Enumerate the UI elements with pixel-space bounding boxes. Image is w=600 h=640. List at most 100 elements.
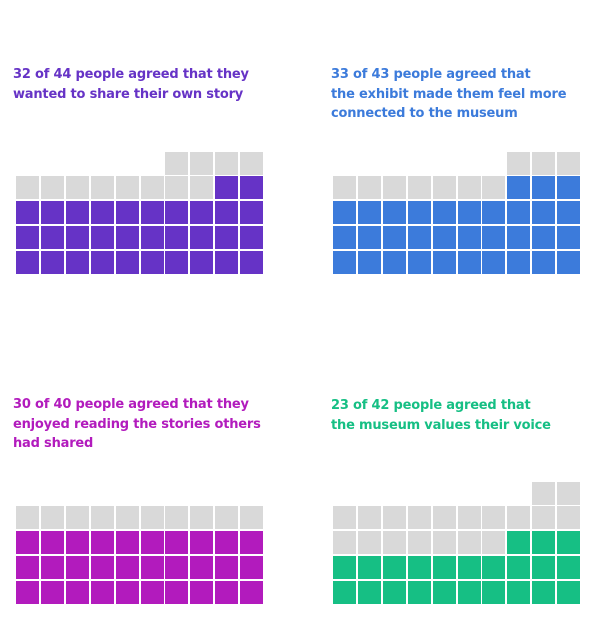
waffle-cell-agreed — [65, 531, 89, 555]
waffle-cell-agreed — [407, 226, 431, 250]
waffle-cell-agreed — [40, 226, 64, 250]
waffle-cell-agreed — [90, 251, 114, 275]
waffle-cell-agreed — [457, 201, 481, 225]
waffle-cell-other — [457, 531, 481, 555]
waffle-cell-other — [532, 481, 556, 505]
waffle-cell-agreed — [532, 176, 556, 200]
waffle-cell-other — [215, 151, 239, 175]
waffle-cell-agreed — [333, 201, 356, 225]
waffle-cell-agreed — [432, 251, 456, 275]
waffle-cell-agreed — [40, 581, 64, 605]
waffle-cell-agreed — [40, 556, 64, 580]
waffle-cell-agreed — [190, 201, 214, 225]
waffle-cell-other — [407, 531, 431, 555]
waffle-cell-agreed — [16, 531, 39, 555]
waffle-cell-agreed — [240, 201, 264, 225]
waffle-cell-agreed — [140, 226, 164, 250]
waffle-cell-agreed — [40, 531, 64, 555]
waffle-cell-other — [40, 176, 64, 200]
waffle-cell-agreed — [215, 251, 239, 275]
waffle-cell-agreed — [190, 251, 214, 275]
waffle-cell-agreed — [16, 556, 39, 580]
waffle-cell-agreed — [115, 581, 139, 605]
waffle-cell-agreed — [16, 201, 39, 225]
waffle-cell-agreed — [215, 531, 239, 555]
waffle-cell-agreed — [382, 251, 406, 275]
waffle-cell-agreed — [240, 531, 264, 555]
waffle-cell-agreed — [165, 226, 189, 250]
waffle-cell-agreed — [240, 226, 264, 250]
waffle-cell-agreed — [532, 226, 556, 250]
waffle-cell-other — [190, 506, 214, 530]
waffle-cell-other — [382, 506, 406, 530]
waffle-cell-agreed — [165, 556, 189, 580]
waffle-cell-other — [90, 176, 114, 200]
waffle-cell-other — [65, 506, 89, 530]
waffle-cell-agreed — [65, 226, 89, 250]
chart-1-title: 32 of 44 people agreed that they wanted … — [13, 67, 249, 102]
waffle-cell-agreed — [507, 201, 531, 225]
waffle-cell-other — [432, 176, 456, 200]
waffle-cell-agreed — [165, 531, 189, 555]
waffle-cell-agreed — [115, 531, 139, 555]
waffle-cell-agreed — [432, 201, 456, 225]
waffle-cell-agreed — [557, 176, 581, 200]
waffle-cell-agreed — [333, 556, 356, 580]
chart-2-title: 33 of 43 people agreed that the exhibit … — [331, 67, 567, 121]
waffle-cell-other — [165, 176, 189, 200]
waffle-cell-agreed — [115, 556, 139, 580]
waffle-cell-agreed — [482, 251, 506, 275]
waffle-cell-other — [382, 531, 406, 555]
waffle-cell-agreed — [165, 581, 189, 605]
waffle-cell-agreed — [165, 251, 189, 275]
waffle-cell-other — [407, 506, 431, 530]
waffle-cell-agreed — [40, 251, 64, 275]
waffle-cell-agreed — [407, 251, 431, 275]
waffle-cell-agreed — [240, 581, 264, 605]
waffle-cell-agreed — [190, 556, 214, 580]
waffle-cell-agreed — [140, 581, 164, 605]
waffle-cell-other — [557, 151, 581, 175]
waffle-cell-agreed — [532, 251, 556, 275]
waffle-cell-agreed — [140, 251, 164, 275]
waffle-cell-agreed — [240, 251, 264, 275]
waffle-cell-other — [115, 506, 139, 530]
waffle-cell-agreed — [507, 581, 531, 605]
waffle-cell-agreed — [457, 226, 481, 250]
waffle-cell-agreed — [557, 226, 581, 250]
waffle-cell-agreed — [357, 556, 381, 580]
waffle-cell-agreed — [557, 201, 581, 225]
waffle-cell-other — [532, 151, 556, 175]
waffle-cell-other — [357, 176, 381, 200]
waffle-cell-agreed — [382, 556, 406, 580]
waffle-cell-agreed — [382, 201, 406, 225]
waffle-cell-agreed — [215, 581, 239, 605]
waffle-cell-agreed — [190, 581, 214, 605]
waffle-cell-agreed — [432, 556, 456, 580]
waffle-cell-other — [90, 506, 114, 530]
waffle-cell-agreed — [190, 531, 214, 555]
waffle-cell-agreed — [457, 556, 481, 580]
waffle-cell-other — [407, 176, 431, 200]
waffle-cell-other — [333, 531, 356, 555]
waffle-cell-other — [507, 506, 531, 530]
waffle-cell-agreed — [140, 556, 164, 580]
waffle-cell-agreed — [140, 201, 164, 225]
waffle-cell-other — [432, 506, 456, 530]
waffle-cell-agreed — [382, 581, 406, 605]
waffle-cell-agreed — [507, 176, 531, 200]
waffle-cell-agreed — [333, 581, 356, 605]
waffle-cell-other — [382, 176, 406, 200]
waffle-cell-other — [16, 176, 39, 200]
waffle-cell-other — [240, 151, 264, 175]
waffle-cell-agreed — [407, 556, 431, 580]
waffle-cell-agreed — [482, 556, 506, 580]
waffle-cell-agreed — [115, 201, 139, 225]
waffle-cell-agreed — [432, 226, 456, 250]
waffle-cell-agreed — [357, 226, 381, 250]
waffle-cell-other — [165, 151, 189, 175]
chart-4-title: 23 of 42 people agreed that the museum v… — [331, 398, 551, 433]
waffle-cell-agreed — [532, 556, 556, 580]
waffle-cell-agreed — [215, 176, 239, 200]
waffle-cell-other — [432, 531, 456, 555]
